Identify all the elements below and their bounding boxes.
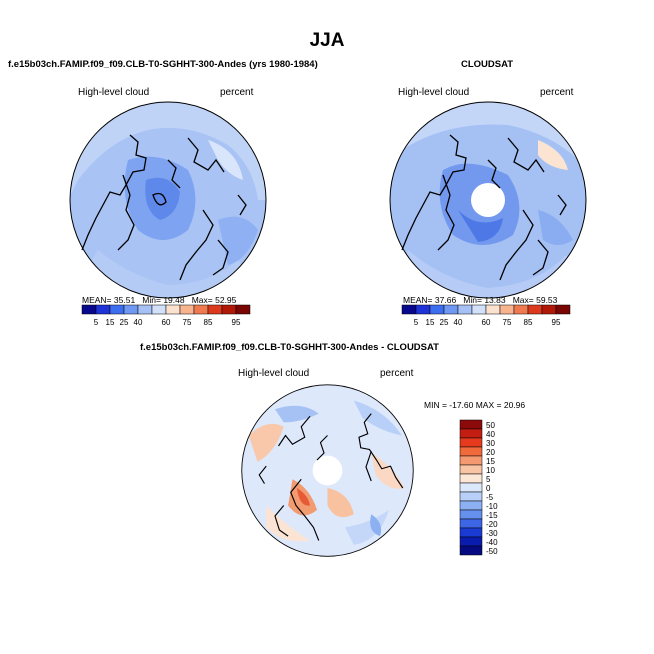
diff-coastlines [258,413,404,541]
obs-colorbar-swatch [499,304,515,315]
diff-panel-title: f.e15b03ch.FAMIP.f09_f09.CLB-T0-SGHHT-30… [140,342,439,353]
diff-colorbar-tick-label: -50 [486,547,498,556]
obs-colorbar-tick-label: 95 [552,318,561,327]
diff-colorbar-tick-label: 20 [486,448,495,457]
diff-colorbar-swatch [459,419,483,430]
model-units-label: percent [220,87,254,98]
model-colorbar-tick-label: 40 [134,318,143,327]
model-colorbar-swatch [221,304,237,315]
diff-colorbar-swatch [459,518,483,529]
obs-colorbar-swatch [471,304,487,315]
diff-colorbar-swatch [459,437,483,448]
model-colorbar-tick-label: 5 [94,318,99,327]
model-colorbar-swatch [109,304,125,315]
obs-colorbar-tick-label: 40 [454,318,463,327]
model-colorbar-swatch [193,304,209,315]
diff-colorbar-tick-label: -40 [486,538,498,547]
model-colorbar-tick-label: 85 [204,318,213,327]
model-colorbar-swatch [207,304,223,315]
diff-colorbar-tick-label: -15 [486,511,498,520]
obs-colorbar-swatch [415,304,431,315]
diff-colorbar-tick-label: -20 [486,520,498,529]
obs-colorbar-tick-label: 5 [414,318,419,327]
diff-colorbar-swatch [459,527,483,538]
diff-colorbar-swatch [459,455,483,466]
obs-colorbar: 5 15 25 40 60 75 85 95 [401,304,571,327]
diff-colorbar-tick-label: 0 [486,484,491,493]
model-colorbar-swatch [95,304,111,315]
obs-coastlines [401,134,567,281]
obs-colorbar-tick-label: 75 [503,318,512,327]
diff-colorbar-swatch [459,482,483,493]
obs-colorbar-swatch [443,304,459,315]
obs-variable-label: High-level cloud [398,87,470,98]
diff-units-label: percent [380,368,414,379]
diff-colorbar-tick-label: -5 [486,493,494,502]
diff-colorbar-tick-label: -30 [486,529,498,538]
obs-units-label: percent [540,87,574,98]
diff-colorbar-tick-label: 5 [486,475,491,484]
diff-colorbar-swatch [459,491,483,502]
diff-colorbar-tick-label: 30 [486,439,495,448]
model-colorbar-tick-label: 15 [106,318,115,327]
obs-stats: MEAN= 37.66 Min= 13.83 Max= 59.53 [403,295,558,305]
model-panel-title: f.e15b03ch.FAMIP.f09_f09.CLB-T0-SGHHT-30… [8,59,318,70]
diff-colorbar-swatch [459,464,483,475]
model-polar-map [69,101,267,299]
model-colorbar-swatch [235,304,251,315]
model-coastlines [81,134,247,281]
model-stats: MEAN= 35.51 Min= 19.48 Max= 52.95 [82,295,237,305]
obs-colorbar-tick-label: 25 [440,318,449,327]
obs-panel-title: CLOUDSAT [461,59,514,70]
diff-colorbar-swatch [459,536,483,547]
model-variable-label: High-level cloud [78,87,150,98]
diff-colorbar-swatch [459,428,483,439]
season-title: JJA [309,30,345,51]
model-colorbar-swatch [137,304,153,315]
model-colorbar-swatch [165,304,181,315]
diff-colorbar-tick-label: -10 [486,502,498,511]
model-colorbar-tick-label: 60 [162,318,171,327]
obs-colorbar-swatch [485,304,501,315]
diff-colorbar-swatch [459,473,483,484]
obs-colorbar-tick-label: 15 [426,318,435,327]
diff-colorbar-swatch [459,545,483,556]
diff-colorbar-tick-label: 40 [486,430,495,439]
model-colorbar-swatch [123,304,139,315]
obs-colorbar-swatch [527,304,543,315]
diff-colorbar-swatch [459,509,483,520]
obs-colorbar-swatch [513,304,529,315]
model-colorbar: 5 15 25 40 60 75 85 95 [81,304,251,327]
obs-colorbar-swatch [541,304,557,315]
model-colorbar-swatch [179,304,195,315]
obs-polar-map [389,101,587,299]
obs-colorbar-swatch [555,304,571,315]
diff-colorbar-swatch [459,500,483,511]
model-colorbar-swatch [81,304,97,315]
diff-colorbar-swatch [459,446,483,457]
model-colorbar-swatch [151,304,167,315]
diff-variable-label: High-level cloud [238,368,310,379]
model-colorbar-tick-label: 75 [183,318,192,327]
diff-polar-map [241,384,414,557]
obs-colorbar-swatch [429,304,445,315]
diff-minmax: MIN = -17.60 MAX = 20.96 [424,400,526,410]
obs-colorbar-tick-label: 85 [524,318,533,327]
diff-colorbar-tick-label: 50 [486,421,495,430]
model-colorbar-tick-label: 25 [120,318,129,327]
obs-colorbar-tick-label: 60 [482,318,491,327]
obs-colorbar-swatch [401,304,417,315]
diff-colorbar-tick-label: 15 [486,457,495,466]
diff-colorbar-tick-label: 10 [486,466,495,475]
model-colorbar-tick-label: 95 [232,318,241,327]
obs-colorbar-swatch [457,304,473,315]
